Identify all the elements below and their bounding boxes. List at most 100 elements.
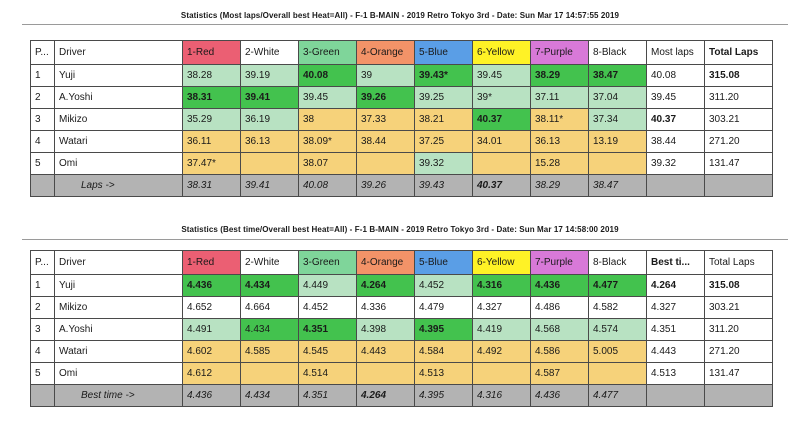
footer-cell: 4.434 <box>240 384 299 407</box>
footer-cell: 4.264 <box>356 384 415 407</box>
column-header[interactable]: Total Laps <box>704 250 773 275</box>
column-header[interactable]: 3-Green <box>298 250 357 275</box>
column-header[interactable]: 7-Purple <box>530 250 589 275</box>
footer-cell <box>30 384 55 407</box>
table-cell: 36.11 <box>182 130 241 153</box>
table-cell: 40.37 <box>472 108 531 131</box>
table-cell: 4.585 <box>240 340 299 363</box>
driver-cell: Watari <box>54 130 183 153</box>
table-cell: 38.44 <box>356 130 415 153</box>
divider <box>22 239 788 240</box>
column-header[interactable]: 5-Blue <box>414 40 473 65</box>
footer-cell: 38.29 <box>530 174 589 197</box>
table-cell: 4.514 <box>298 362 357 385</box>
column-header[interactable]: P... <box>30 250 55 275</box>
table-cell: 4.452 <box>298 296 357 319</box>
footer-cell: 38.47 <box>588 174 647 197</box>
header-row: P... Driver 1-Red 2-White 3-Green 4-Orange 5-B… <box>30 40 773 65</box>
table-cell: 4.419 <box>472 318 531 341</box>
table-cell: 38.28 <box>182 64 241 87</box>
footer-cell <box>646 384 705 407</box>
table-cell: 271.20 <box>704 340 773 363</box>
table-cell: 15.28 <box>530 152 589 175</box>
column-header[interactable]: 1-Red <box>182 40 241 65</box>
table-cell: 315.08 <box>704 274 773 297</box>
column-header[interactable]: Most laps <box>646 40 705 65</box>
table-cell: 4.513 <box>646 362 705 385</box>
footer-cell: 40.37 <box>472 174 531 197</box>
column-header[interactable]: Best ti... <box>646 250 705 275</box>
table-cell: 38.09* <box>298 130 357 153</box>
divider <box>22 24 788 25</box>
table-cell: 4.513 <box>414 362 473 385</box>
table-cell: 36.13 <box>240 130 299 153</box>
footer-cell: 4.351 <box>298 384 357 407</box>
footer-cell <box>704 384 773 407</box>
footer-cell <box>30 174 55 197</box>
table-cell: 39.26 <box>356 86 415 109</box>
column-header[interactable]: 8-Black <box>588 250 647 275</box>
footer-row: Best time -> 4.436 4.434 4.351 4.264 4.395 4.3… <box>30 384 773 407</box>
table-cell: 4.336 <box>356 296 415 319</box>
column-header[interactable]: 8-Black <box>588 40 647 65</box>
column-header[interactable]: 6-Yellow <box>472 40 531 65</box>
column-header[interactable]: Total Laps <box>704 40 773 65</box>
column-header[interactable]: 4-Orange <box>356 40 415 65</box>
table-cell: 37.47* <box>182 152 241 175</box>
column-header[interactable]: 1-Red <box>182 250 241 275</box>
position-cell: 2 <box>30 86 55 109</box>
table-row: 5 Omi 37.47* 38.07 39.32 15.28 39.32 131.47 <box>30 152 773 175</box>
table-cell: 303.21 <box>704 108 773 131</box>
footer-cell: 40.08 <box>298 174 357 197</box>
table-cell: 4.351 <box>646 318 705 341</box>
footer-cell: 4.436 <box>182 384 241 407</box>
column-header[interactable]: 3-Green <box>298 40 357 65</box>
table-cell: 38.47 <box>588 64 647 87</box>
footer-cell: 38.31 <box>182 174 241 197</box>
table-cell: 131.47 <box>704 152 773 175</box>
footer-cell: 4.316 <box>472 384 531 407</box>
column-header[interactable]: 7-Purple <box>530 40 589 65</box>
table-cell <box>356 152 415 175</box>
table-cell: 4.443 <box>646 340 705 363</box>
column-header[interactable]: Driver <box>54 250 183 275</box>
table-cell: 40.08 <box>298 64 357 87</box>
most-laps-table: P... Driver 1-Red 2-White 3-Green 4-Orange 5-B… <box>30 40 773 197</box>
table-cell: 40.37 <box>646 108 705 131</box>
table-cell: 39.19 <box>240 64 299 87</box>
table-cell: 4.316 <box>472 274 531 297</box>
position-cell: 4 <box>30 130 55 153</box>
table-row: 5 Omi 4.612 4.514 4.513 4.587 4.513 131.47 <box>30 362 773 385</box>
table-cell: 39.32 <box>646 152 705 175</box>
table-cell: 131.47 <box>704 362 773 385</box>
table-cell: 40.08 <box>646 64 705 87</box>
table-row: 1 Yuji 4.436 4.434 4.449 4.264 4.452 4.316 4.436… <box>30 274 773 297</box>
column-header[interactable]: 4-Orange <box>356 250 415 275</box>
table-cell: 271.20 <box>704 130 773 153</box>
column-header[interactable]: Driver <box>54 40 183 65</box>
table-cell: 13.19 <box>588 130 647 153</box>
column-header[interactable]: 2-White <box>240 40 299 65</box>
table-cell: 37.34 <box>588 108 647 131</box>
column-header[interactable]: 6-Yellow <box>472 250 531 275</box>
footer-label: Laps -> <box>54 174 183 197</box>
footer-cell: 39.41 <box>240 174 299 197</box>
table-cell: 4.568 <box>530 318 589 341</box>
table-cell: 4.492 <box>472 340 531 363</box>
footer-cell: 39.43 <box>414 174 473 197</box>
table-cell: 4.434 <box>240 274 299 297</box>
column-header[interactable]: 2-White <box>240 250 299 275</box>
column-header[interactable]: P... <box>30 40 55 65</box>
table-cell: 4.327 <box>646 296 705 319</box>
footer-cell: 4.436 <box>530 384 589 407</box>
table-cell: 38.21 <box>414 108 473 131</box>
table-cell: 38.11* <box>530 108 589 131</box>
column-header[interactable]: 5-Blue <box>414 250 473 275</box>
table-cell: 39* <box>472 86 531 109</box>
position-cell: 5 <box>30 152 55 175</box>
driver-cell: Yuji <box>54 64 183 87</box>
table-cell: 39.45 <box>472 64 531 87</box>
table-cell: 37.25 <box>414 130 473 153</box>
footer-row: Laps -> 38.31 39.41 40.08 39.26 39.43 40.37 38.… <box>30 174 773 197</box>
table-cell: 4.486 <box>530 296 589 319</box>
